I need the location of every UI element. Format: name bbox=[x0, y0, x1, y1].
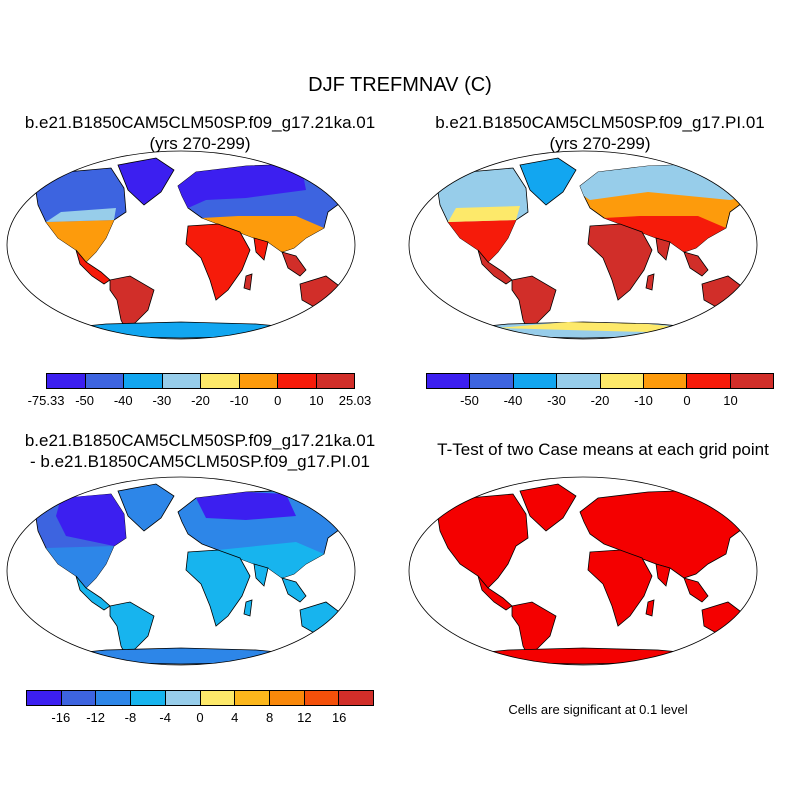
colorbar-label: 0 bbox=[274, 393, 282, 408]
colorbar-diff-swatch bbox=[61, 691, 97, 705]
colorbar-21ka-swatch bbox=[239, 374, 278, 388]
map-panel-pi bbox=[408, 150, 758, 340]
colorbar-difference bbox=[26, 690, 374, 706]
colorbar-pi-swatch bbox=[427, 374, 471, 388]
colorbar-pi-labels: -50 -40 -30 -20 -10 0 10 bbox=[426, 393, 774, 409]
colorbar-diff-swatch bbox=[131, 691, 166, 705]
colorbar-label: -20 bbox=[590, 393, 610, 408]
colorbar-label: -75.33 bbox=[27, 393, 65, 408]
colorbar-label: 25.03 bbox=[338, 393, 372, 408]
map-panel-21ka bbox=[6, 150, 356, 340]
colorbar-label: -50 bbox=[75, 393, 95, 408]
colorbar-label: 0 bbox=[683, 393, 691, 408]
panel-4-title: T-Test of two Case means at each grid po… bbox=[408, 439, 798, 460]
colorbar-diff-swatch bbox=[200, 691, 236, 705]
colorbar-pi-swatch bbox=[470, 374, 514, 388]
colorbar-21ka-swatch bbox=[201, 374, 240, 388]
significance-note: Cells are significant at 0.1 level bbox=[508, 702, 688, 717]
colorbar-21ka-labels: -75.33 -50 -40 -30 -20 -10 0 10 25.03 bbox=[28, 393, 372, 409]
colorbar-label: -30 bbox=[152, 393, 172, 408]
panel-3-title-line2: - b.e21.B1850CAM5CLM50SP.f09_g17.PI.01 bbox=[30, 452, 370, 471]
colorbar-diff-swatch bbox=[235, 691, 270, 705]
colorbar-label: -50 bbox=[460, 393, 479, 408]
colorbar-label: 4 bbox=[231, 710, 239, 725]
map-panel-ttest bbox=[408, 476, 758, 666]
colorbar-label: -40 bbox=[503, 393, 523, 408]
panel-3-title: b.e21.B1850CAM5CLM50SP.f09_g17.21ka.01 -… bbox=[0, 430, 400, 472]
panel-2-title: b.e21.B1850CAM5CLM50SP.f09_g17.PI.01 (yr… bbox=[400, 112, 800, 154]
colorbar-pi-swatch bbox=[643, 374, 688, 388]
colorbar-difference-labels: -16 -12 -8 -4 0 4 8 12 16 bbox=[26, 710, 374, 726]
colorbar-label: -4 bbox=[159, 710, 171, 725]
colorbar-label: -10 bbox=[229, 393, 249, 408]
colorbar-diff-swatch bbox=[165, 691, 201, 705]
colorbar-diff-swatch bbox=[339, 691, 374, 705]
colorbar-diff-swatch bbox=[269, 691, 305, 705]
colorbar-21ka bbox=[46, 373, 355, 389]
colorbar-pi-swatch bbox=[730, 374, 773, 388]
colorbar-label: -10 bbox=[634, 393, 653, 408]
colorbar-label: -40 bbox=[113, 393, 133, 408]
colorbar-pi-swatch bbox=[513, 374, 558, 388]
colorbar-diff-swatch bbox=[96, 691, 132, 705]
panel-2-title-line2: (yrs 270-299) bbox=[549, 134, 651, 153]
panel-4-title-line1: T-Test of two Case means at each grid po… bbox=[437, 440, 769, 459]
colorbar-pi bbox=[426, 373, 774, 389]
colorbar-21ka-swatch bbox=[316, 374, 354, 388]
panel-2-title-line1: b.e21.B1850CAM5CLM50SP.f09_g17.PI.01 bbox=[435, 113, 765, 132]
colorbar-pi-swatch bbox=[600, 374, 644, 388]
colorbar-label: 16 bbox=[331, 710, 347, 725]
panel-1-title-line1: b.e21.B1850CAM5CLM50SP.f09_g17.21ka.01 bbox=[24, 113, 376, 132]
colorbar-21ka-swatch bbox=[47, 374, 86, 388]
colorbar-label: 0 bbox=[196, 710, 204, 725]
panel-3-title-line1: b.e21.B1850CAM5CLM50SP.f09_g17.21ka.01 bbox=[24, 431, 376, 450]
colorbar-diff-swatch bbox=[304, 691, 340, 705]
colorbar-21ka-swatch bbox=[85, 374, 124, 388]
main-title: DJF TREFMNAV (C) bbox=[308, 74, 492, 96]
map-panel-difference bbox=[6, 476, 356, 666]
colorbar-21ka-swatch bbox=[278, 374, 317, 388]
panel-1-title-line2: (yrs 270-299) bbox=[149, 134, 251, 153]
colorbar-label: 10 bbox=[309, 393, 324, 408]
colorbar-pi-swatch bbox=[557, 374, 601, 388]
colorbar-label: -30 bbox=[547, 393, 566, 408]
colorbar-label: -20 bbox=[191, 393, 210, 408]
colorbar-pi-swatch bbox=[687, 374, 731, 388]
colorbar-label: 10 bbox=[723, 393, 738, 408]
panel-1-title: b.e21.B1850CAM5CLM50SP.f09_g17.21ka.01 (… bbox=[0, 112, 400, 154]
colorbar-21ka-swatch bbox=[124, 374, 163, 388]
colorbar-21ka-swatch bbox=[162, 374, 201, 388]
colorbar-label: -16 bbox=[51, 710, 71, 725]
colorbar-label: -8 bbox=[124, 710, 137, 725]
colorbar-label: -12 bbox=[86, 710, 105, 725]
colorbar-label: 12 bbox=[297, 710, 312, 725]
colorbar-label: 8 bbox=[265, 710, 274, 725]
colorbar-diff-swatch bbox=[27, 691, 62, 705]
